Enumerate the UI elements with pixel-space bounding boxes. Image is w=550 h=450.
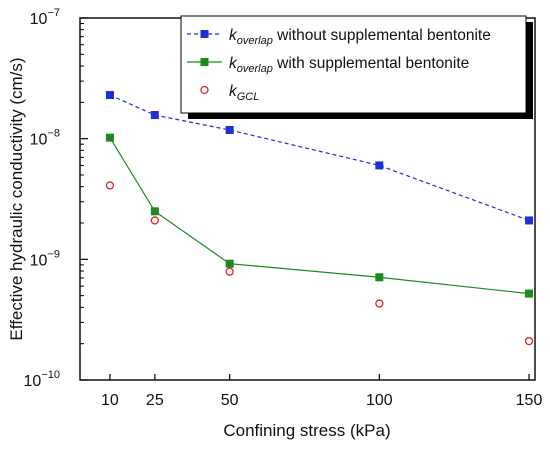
data-point bbox=[525, 216, 534, 225]
data-point bbox=[225, 125, 234, 134]
x-tick-label: 10 bbox=[101, 392, 119, 409]
y-tick-base: 10 bbox=[24, 373, 42, 390]
data-point bbox=[525, 289, 534, 298]
data-point bbox=[150, 216, 159, 225]
legend-marker bbox=[200, 85, 209, 95]
data-point bbox=[225, 267, 234, 276]
legend-entry: koverlap with supplemental bentonite bbox=[187, 55, 469, 75]
legend-entry: kGCL bbox=[200, 83, 259, 103]
y-tick-label: 10−8 bbox=[30, 128, 60, 149]
legend-label-subscript: overlap bbox=[237, 63, 273, 75]
y-tick-label: 10−9 bbox=[30, 248, 60, 269]
legend-label-subscript: overlap bbox=[237, 35, 273, 47]
y-tick-base: 10 bbox=[30, 132, 48, 149]
legend-label-subscript: GCL bbox=[237, 91, 260, 103]
y-tick-base: 10 bbox=[30, 252, 48, 269]
y-tick-exponent: −10 bbox=[41, 369, 60, 381]
x-tick-label: 150 bbox=[516, 392, 543, 409]
x-axis-label: Confining stress (kPa) bbox=[223, 421, 390, 440]
x-tick-label: 100 bbox=[366, 392, 393, 409]
data-point bbox=[225, 259, 234, 268]
legend-label-text: with supplemental bentonite bbox=[273, 55, 469, 72]
series-2 bbox=[105, 181, 534, 346]
y-tick-base: 10 bbox=[30, 11, 48, 28]
y-axis-label: Effective hydraulic conductivity (cm/s) bbox=[7, 57, 26, 340]
legend-label-symbol: k bbox=[229, 55, 238, 72]
data-point bbox=[105, 91, 114, 100]
y-tick-exponent: −9 bbox=[47, 248, 60, 260]
legend-label: koverlap without supplemental bentonite bbox=[229, 27, 491, 47]
series-line bbox=[109, 137, 530, 295]
series-line bbox=[109, 94, 530, 222]
data-point bbox=[105, 133, 114, 142]
series-layer bbox=[105, 91, 534, 346]
data-point bbox=[375, 299, 384, 308]
legend-entry: koverlap without supplemental bentonite bbox=[187, 27, 491, 47]
y-tick-exponent: −8 bbox=[47, 128, 60, 140]
series-1 bbox=[105, 133, 534, 298]
x-tick-label: 25 bbox=[146, 392, 164, 409]
data-point bbox=[375, 161, 384, 170]
legend-label-symbol: k bbox=[229, 83, 238, 100]
x-tick-label: 50 bbox=[221, 392, 239, 409]
y-tick-label: 10−10 bbox=[24, 369, 60, 390]
data-point bbox=[105, 181, 115, 190]
legend-label: koverlap with supplemental bentonite bbox=[229, 55, 469, 75]
y-tick-exponent: −7 bbox=[47, 7, 60, 19]
data-point bbox=[375, 273, 384, 282]
legend: koverlap without supplemental bentonitek… bbox=[180, 15, 533, 119]
series-0 bbox=[105, 91, 534, 225]
legend-box bbox=[180, 15, 527, 114]
legend-label: kGCL bbox=[229, 83, 259, 103]
data-point bbox=[150, 207, 159, 216]
x-axis: 10 25 50 100 150 bbox=[101, 374, 542, 409]
legend-marker bbox=[200, 30, 209, 38]
legend-label-symbol: k bbox=[229, 27, 238, 44]
data-point bbox=[150, 111, 159, 120]
legend-label-text: without supplemental bentonite bbox=[273, 27, 491, 44]
data-point bbox=[524, 336, 534, 346]
y-tick-label: 10−7 bbox=[30, 7, 60, 28]
legend-marker bbox=[200, 58, 209, 66]
